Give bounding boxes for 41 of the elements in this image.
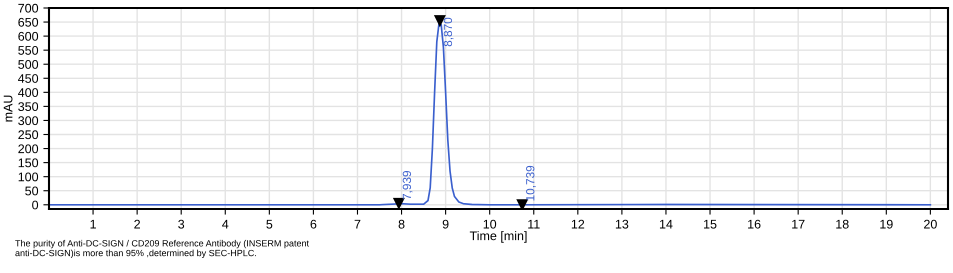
x-tick-label: 15 [704,220,716,229]
x-tick-label: 1 [90,220,96,228]
annotation: 8,870 [444,18,454,46]
y-tick-label: 300 [18,116,38,126]
x-tick-label: 13 [616,220,628,229]
y-tick-label: 650 [18,18,38,27]
x-tick-label: 4 [222,220,228,228]
x-tick-label: 20 [924,220,937,229]
annotation: 10,739 [526,166,536,201]
x-tick-label: 17 [792,220,804,228]
x-tick-label: 19 [880,220,893,229]
x-tick-label: 6 [310,220,316,229]
y-tick-label: 100 [18,172,38,182]
x-tick-label: 2 [134,220,140,228]
x-tick-label: 14 [660,220,673,228]
x-tick-label: 16 [748,220,760,229]
y-tick-label: 150 [18,158,38,168]
y-tick-label: 550 [18,46,38,55]
x-tick-label: 9 [442,220,448,229]
x-tick-label: 7 [354,220,360,228]
x-tick-label: 10 [484,220,496,229]
x-tick-label: 3 [178,220,184,229]
y-tick-label: 50 [25,186,38,196]
y-tick-label: 700 [18,4,38,13]
y-tick-label: 200 [18,144,38,154]
y-tick-label: 0 [32,200,38,210]
x-axis-title: Time [min] [470,231,527,243]
y-tick-label: 250 [18,130,38,140]
y-tick-label: 450 [18,74,38,83]
y-tick-label: 350 [18,102,38,112]
y-axis-title: mAU [4,96,12,122]
x-tick-label: 5 [266,220,272,229]
y-tick-label: 600 [18,32,38,41]
x-tick-label: 12 [572,220,584,228]
x-tick-label: 8 [398,220,404,229]
y-tick-label: 500 [18,60,38,69]
x-tick-label: 11 [528,220,540,228]
x-tick-label: 18 [836,220,849,229]
y-tick-label: 400 [18,88,38,97]
annotation: 7,939 [402,171,412,200]
text: The purity of Anti-DC-SIGN / CD209 Reference Antibody (INSERM patent anti-DC-SIGN)is more than 95% ,determined by SEC-HPLC. [15,240,309,258]
